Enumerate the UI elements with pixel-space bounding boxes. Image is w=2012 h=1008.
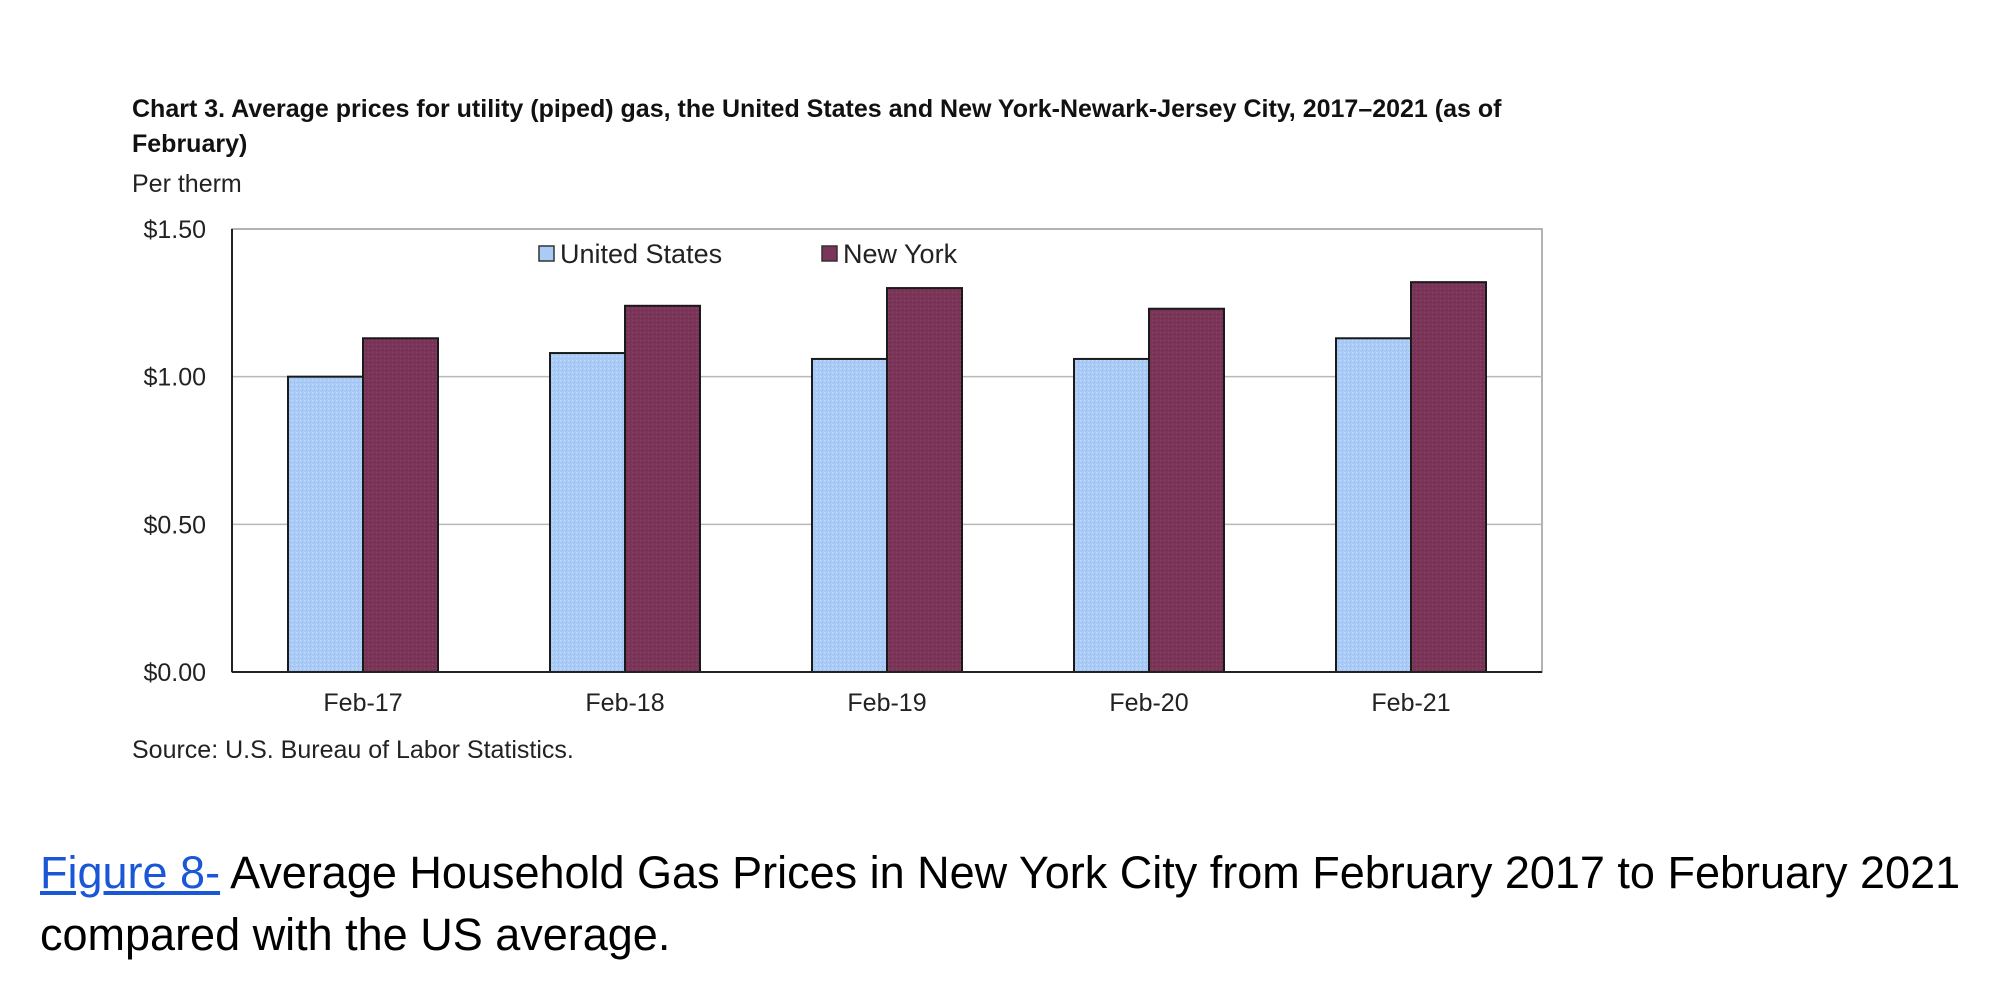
legend-label-new-york: New York	[843, 239, 958, 269]
y-tick-label: $1.00	[143, 364, 206, 392]
bar-new-york	[886, 287, 963, 673]
x-tick-label: Feb-19	[847, 689, 926, 717]
bar-new-york	[362, 337, 439, 673]
bar-chart: $0.00 $0.50 $1.00 $1.50 Feb-17 Feb-18 Feb-19 Fe…	[143, 216, 1543, 717]
x-tick-label: Feb-17	[323, 689, 402, 717]
x-tick-label: Feb-18	[585, 689, 664, 717]
y-tick-label: $1.50	[143, 216, 206, 244]
bar-united-states	[811, 357, 888, 673]
legend-label-united-states: United States	[560, 239, 722, 269]
figure-caption: Figure 8- Average Household Gas Prices i…	[40, 842, 1990, 966]
bar-united-states	[1073, 357, 1150, 673]
figure-link[interactable]: Figure 8-	[40, 847, 221, 898]
bar-new-york	[1410, 281, 1487, 673]
bar-united-states	[287, 375, 364, 673]
legend-swatch-united-states	[538, 245, 555, 262]
y-axis-label: Per therm	[132, 170, 242, 198]
chart-title: Chart 3. Average prices for utility (pip…	[132, 95, 1502, 158]
bar-united-states	[549, 352, 626, 673]
caption-text: Average Household Gas Prices in New York…	[40, 847, 1961, 960]
bar-united-states	[1335, 337, 1412, 673]
bar-new-york	[624, 304, 701, 673]
source-note: Source: U.S. Bureau of Labor Statistics.	[132, 736, 574, 764]
bar-new-york	[1148, 307, 1225, 673]
y-tick-label: $0.50	[143, 511, 206, 539]
x-tick-label: Feb-20	[1109, 689, 1188, 717]
legend-swatch-new-york	[821, 245, 838, 262]
x-tick-label: Feb-21	[1371, 689, 1450, 717]
y-tick-label: $0.00	[143, 659, 206, 687]
